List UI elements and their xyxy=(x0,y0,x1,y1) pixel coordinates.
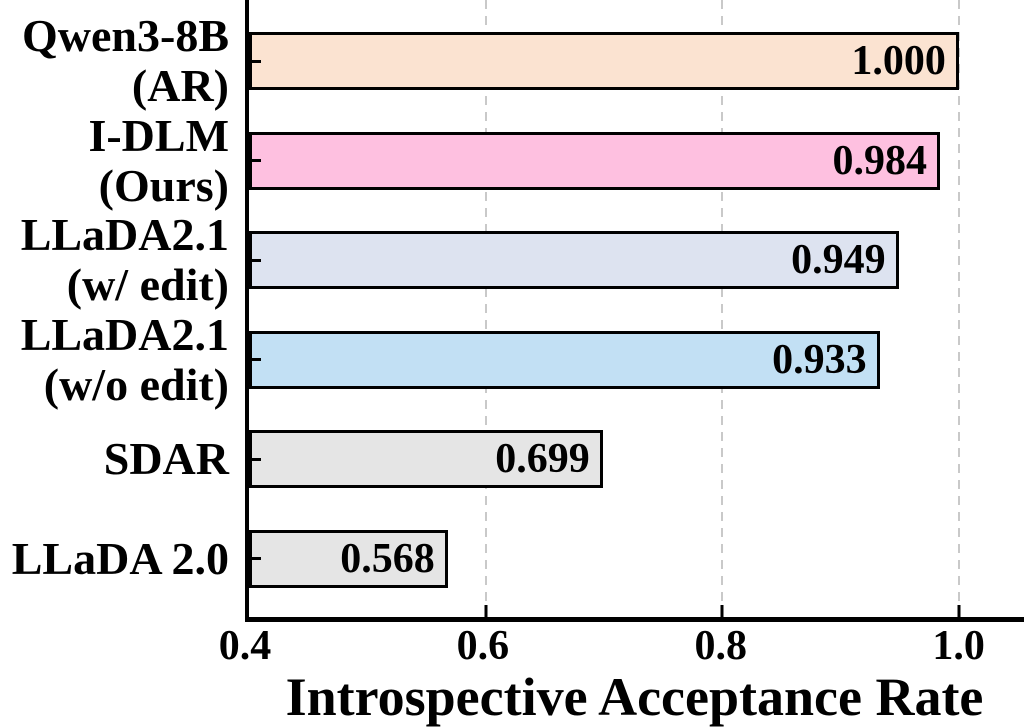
bar: 0.984 xyxy=(249,132,940,190)
category-label-line: I-DLM xyxy=(88,110,229,161)
y-axis-category-labels: Qwen3-8B (AR) I-DLM (Ours) LLaDA2.1 (w/ edit)… xyxy=(0,0,237,622)
plot-inner: 1.000 0.984 0.949 0.933 0.699 0.568 xyxy=(249,0,1024,617)
y-axis-tick xyxy=(249,358,261,361)
x-axis-label: Introspective Acceptance Rate xyxy=(285,667,984,727)
category-label-line: (w/ edit) xyxy=(66,259,229,310)
x-axis-tick-label: 1.0 xyxy=(932,623,985,669)
x-axis-tick xyxy=(720,605,724,617)
bar: 1.000 xyxy=(249,32,959,90)
bar: 0.949 xyxy=(249,231,899,289)
y-axis-tick xyxy=(249,557,261,560)
category-label-line: (Ours) xyxy=(98,160,229,211)
gridline xyxy=(484,0,487,617)
bar-value-label: 0.699 xyxy=(495,436,590,482)
category-label: LLaDA2.1 (w/o edit) xyxy=(21,310,229,410)
bar: 0.568 xyxy=(249,530,448,588)
plot-area: 1.000 0.984 0.949 0.933 0.699 0.568 xyxy=(245,0,1024,622)
y-axis-tick xyxy=(249,159,261,162)
category-label: LLaDA 2.0 xyxy=(12,534,229,584)
x-axis-tick-labels: 0.4 0.6 0.8 1.0 xyxy=(219,622,1024,670)
x-axis-tick-label: 0.8 xyxy=(694,623,747,669)
x-axis-tick-label: 0.6 xyxy=(456,623,510,669)
gridline xyxy=(957,0,960,617)
bar-value-label: 0.984 xyxy=(832,138,927,184)
bar-value-label: 0.568 xyxy=(340,536,435,582)
category-label-line: (w/o edit) xyxy=(43,359,229,410)
x-axis-tick xyxy=(484,605,488,617)
gridline xyxy=(721,0,724,617)
x-axis-tick-label: 0.4 xyxy=(218,623,272,669)
y-axis-tick xyxy=(249,259,261,262)
bar-value-label: 0.933 xyxy=(772,337,867,383)
category-label-line: LLaDA2.1 xyxy=(20,209,229,260)
category-label-line: SDAR xyxy=(103,433,229,484)
x-axis-tick xyxy=(957,605,961,617)
bar-value-label: 0.949 xyxy=(791,237,886,283)
bar-value-label: 1.000 xyxy=(851,38,946,84)
category-label-line: Qwen3-8B xyxy=(22,10,229,61)
category-label-line: LLaDA2.1 xyxy=(20,309,229,360)
category-label-line: LLaDA 2.0 xyxy=(11,533,229,584)
bar: 0.933 xyxy=(249,331,880,389)
y-axis-tick xyxy=(249,60,261,63)
category-label: SDAR xyxy=(104,434,229,484)
y-axis-tick xyxy=(249,458,261,461)
category-label-line: (AR) xyxy=(131,60,229,111)
category-label: LLaDA2.1 (w/ edit) xyxy=(21,210,229,310)
category-label: Qwen3-8B (AR) xyxy=(22,11,229,111)
category-label: I-DLM (Ours) xyxy=(88,111,229,211)
bar: 0.699 xyxy=(249,430,603,488)
